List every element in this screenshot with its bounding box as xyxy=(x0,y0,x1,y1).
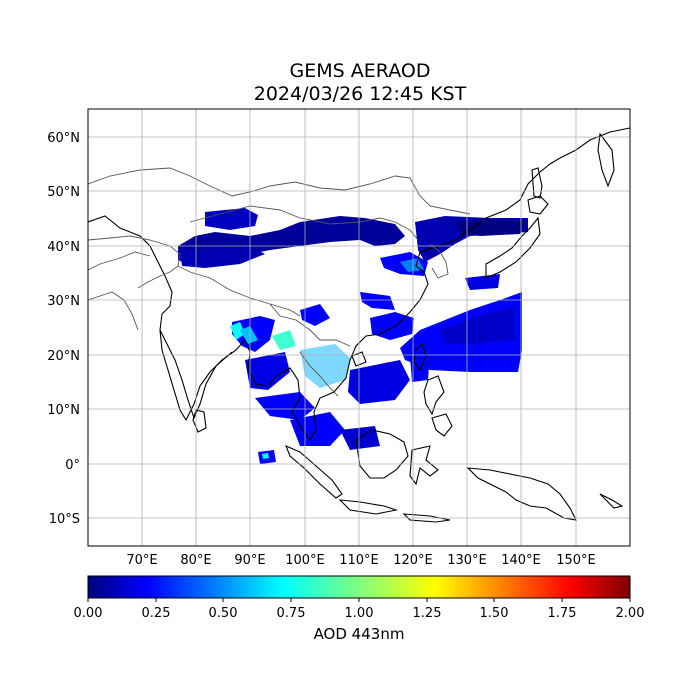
border-china-india xyxy=(177,265,301,317)
island-hokkaido xyxy=(527,195,549,215)
aod-region-scs xyxy=(348,360,410,404)
lat-label: 0° xyxy=(65,458,80,473)
map-frame xyxy=(87,108,631,547)
colorbar-label: AOD 443nm xyxy=(313,625,405,643)
gridlines xyxy=(88,109,630,546)
border-iran-pakistan xyxy=(88,291,139,331)
border-mongolia-china xyxy=(189,205,419,241)
island-borneo xyxy=(355,429,409,479)
lon-label: 130°E xyxy=(447,553,487,568)
island-lesser-sunda xyxy=(402,513,451,523)
coast-asia-mainland xyxy=(88,127,630,442)
lon-label: 70°E xyxy=(126,553,157,568)
border-kazakhstan xyxy=(88,251,151,271)
lon-label: 90°E xyxy=(234,553,265,568)
lat-label: 30°N xyxy=(47,294,80,309)
lat-label: 10°S xyxy=(49,512,80,527)
island-sumatra xyxy=(284,444,343,499)
colorbar-tick-label: 0.75 xyxy=(277,606,306,621)
coast-kamchatka xyxy=(597,132,615,188)
colorbar-ticks xyxy=(87,598,631,602)
lon-label: 80°E xyxy=(180,553,211,568)
aod-region-japan-south xyxy=(465,274,500,290)
border-indochina xyxy=(299,351,339,397)
colorbar-tick-label: 2.00 xyxy=(616,606,645,621)
colorbar-tick-label: 1.75 xyxy=(548,606,577,621)
lat-label: 60°N xyxy=(47,131,80,146)
aod-region-bengal-cyan xyxy=(230,322,245,340)
lon-label: 110°E xyxy=(339,553,379,568)
island-taiwan xyxy=(413,342,427,372)
aod-region-tarim xyxy=(180,246,265,268)
lat-label: 50°N xyxy=(47,185,80,200)
border-central-asia xyxy=(88,235,181,289)
island-mindanao xyxy=(431,413,453,437)
lon-label: 100°E xyxy=(285,553,325,568)
coastlines xyxy=(88,127,630,523)
island-java xyxy=(338,499,399,515)
island-solomon xyxy=(599,493,624,509)
aod-region-yunnan xyxy=(300,304,330,326)
island-luzon xyxy=(423,375,445,416)
country-borders xyxy=(88,167,471,397)
aod-region-northeast xyxy=(455,220,526,236)
colorbar-tick-label: 1.00 xyxy=(345,606,374,621)
island-new-guinea xyxy=(466,467,577,521)
colorbar-tick-label: 0.50 xyxy=(209,606,238,621)
aod-region-borneo-sea xyxy=(290,412,345,446)
island-sakhalin xyxy=(531,167,543,199)
lon-label: 140°E xyxy=(501,553,541,568)
island-sri-lanka xyxy=(192,409,207,433)
colorbar-tick-label: 1.25 xyxy=(413,606,442,621)
border-russia-mongolia xyxy=(88,167,471,215)
aod-region-andaman xyxy=(245,352,290,390)
aod-region-bengal-teal xyxy=(240,326,258,344)
lat-label: 40°N xyxy=(47,240,80,255)
island-sulawesi xyxy=(409,445,439,486)
colorbar xyxy=(87,575,631,599)
colorbar-tick-labels: 0.00 0.25 0.50 0.75 1.00 1.25 1.50 1.75 … xyxy=(74,606,645,621)
border-myanmar-china xyxy=(269,303,351,347)
map-title: GEMS AERAOD xyxy=(289,60,431,82)
lat-label: 10°N xyxy=(47,403,80,418)
colorbar-tick-label: 0.00 xyxy=(74,606,103,621)
colorbar-tick-label: 0.25 xyxy=(142,606,171,621)
aod-region-east-china-cyan xyxy=(400,258,424,272)
lat-label: 20°N xyxy=(47,349,80,364)
aod-region-mongolia xyxy=(205,208,258,230)
map-subtitle: 2024/03/26 12:45 KST xyxy=(253,83,467,105)
island-japan xyxy=(485,216,541,279)
colorbar-tick-label: 1.50 xyxy=(480,606,509,621)
aod-region-pacific-dark xyxy=(440,306,515,344)
lon-label: 120°E xyxy=(393,553,433,568)
lon-label: 150°E xyxy=(556,553,596,568)
lat-axis: 60°N 50°N 40°N 30°N 20°N 10°N 0° 10°S xyxy=(47,131,80,527)
aod-region-sichuan xyxy=(360,292,395,310)
lon-axis: 70°E 80°E 90°E 100°E 110°E 120°E 130°E 1… xyxy=(126,553,595,568)
border-korea xyxy=(429,243,449,279)
aod-data-layer xyxy=(178,208,528,464)
aod-region-sumatra-cyan xyxy=(262,453,269,459)
aod-region-myanmar-cyan xyxy=(272,330,296,350)
